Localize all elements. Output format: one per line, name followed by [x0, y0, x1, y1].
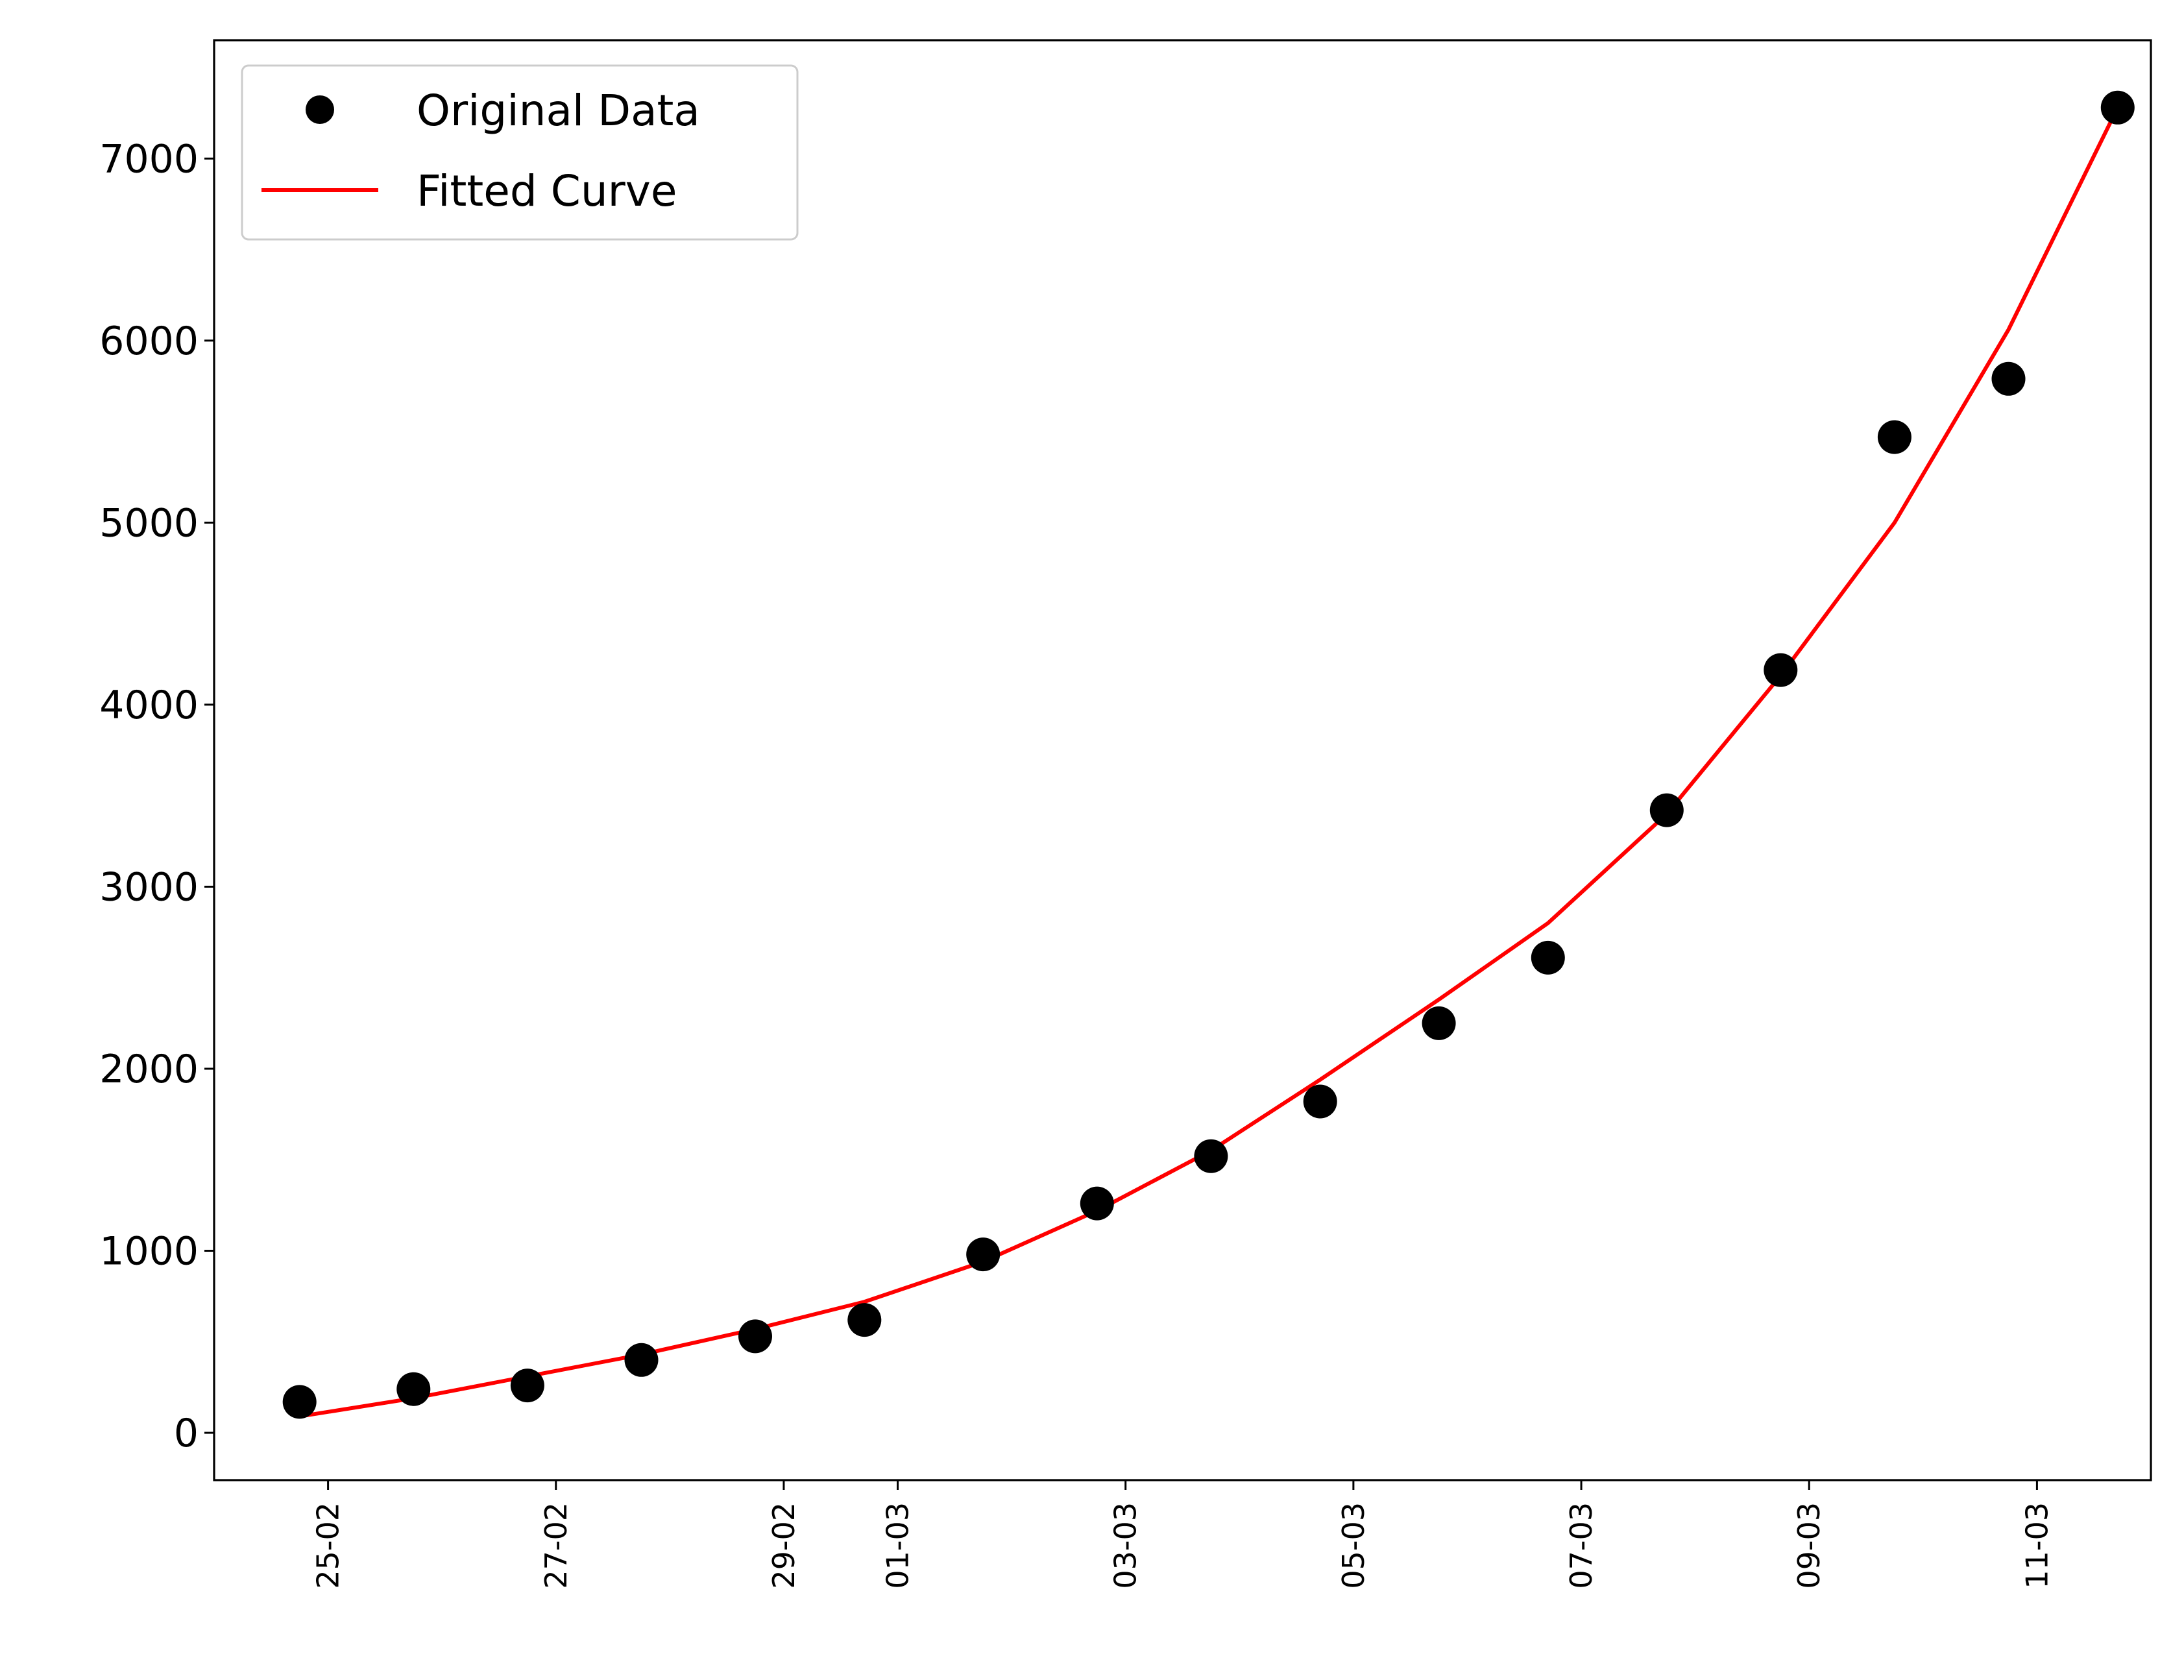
data-point	[847, 1303, 882, 1337]
legend-marker-original-data	[306, 95, 334, 124]
x-tick-label: 25-02	[311, 1502, 346, 1589]
data-point	[1422, 1006, 1456, 1040]
y-tick-label: 0	[174, 1411, 199, 1456]
x-tick-label: 01-03	[880, 1502, 916, 1589]
data-point	[624, 1343, 659, 1377]
x-tick-label: 29-02	[766, 1502, 801, 1589]
data-point	[1303, 1084, 1337, 1119]
x-axis: 25-02 27-02 29-02 01-03 03-03 05-03 07-03 09-03…	[311, 1480, 2054, 1589]
legend-label-original-data: Original Data	[417, 86, 700, 136]
data-point	[282, 1385, 317, 1419]
y-tick-label: 1000	[99, 1229, 199, 1274]
legend-label-fitted-curve: Fitted Curve	[417, 166, 677, 216]
y-tick-label: 6000	[99, 319, 199, 364]
data-point	[1531, 940, 1565, 975]
y-tick-label: 4000	[99, 683, 199, 728]
y-tick-label: 3000	[99, 864, 199, 910]
data-point	[1194, 1139, 1228, 1173]
data-point	[1877, 420, 1911, 454]
y-tick-label: 5000	[99, 500, 199, 546]
y-tick-label: 2000	[99, 1047, 199, 1092]
x-tick-label: 27-02	[539, 1502, 574, 1589]
y-tick-label: 7000	[99, 136, 199, 182]
data-point	[738, 1319, 772, 1354]
data-point	[1649, 793, 1684, 827]
data-point	[1080, 1186, 1114, 1221]
data-point	[1764, 653, 1798, 687]
plot-frame	[213, 39, 2152, 1481]
x-tick-label: 03-03	[1108, 1502, 1143, 1589]
x-tick-label: 09-03	[1791, 1502, 1826, 1589]
data-point	[396, 1372, 431, 1406]
x-tick-label: 11-03	[2019, 1502, 2054, 1589]
y-axis: 0 1000 2000 3000 4000 5000 6000 7000	[99, 136, 214, 1456]
legend: Original Data Fitted Curve	[241, 64, 799, 241]
data-point	[510, 1369, 544, 1403]
data-points-layer	[282, 90, 2135, 1419]
data-point	[966, 1237, 1001, 1272]
x-tick-label: 05-03	[1336, 1502, 1371, 1589]
plot-background	[214, 40, 2151, 1480]
data-point	[2100, 90, 2135, 125]
x-tick-label: 07-03	[1564, 1502, 1599, 1589]
data-point	[1991, 361, 2026, 396]
legend-box	[241, 64, 799, 241]
